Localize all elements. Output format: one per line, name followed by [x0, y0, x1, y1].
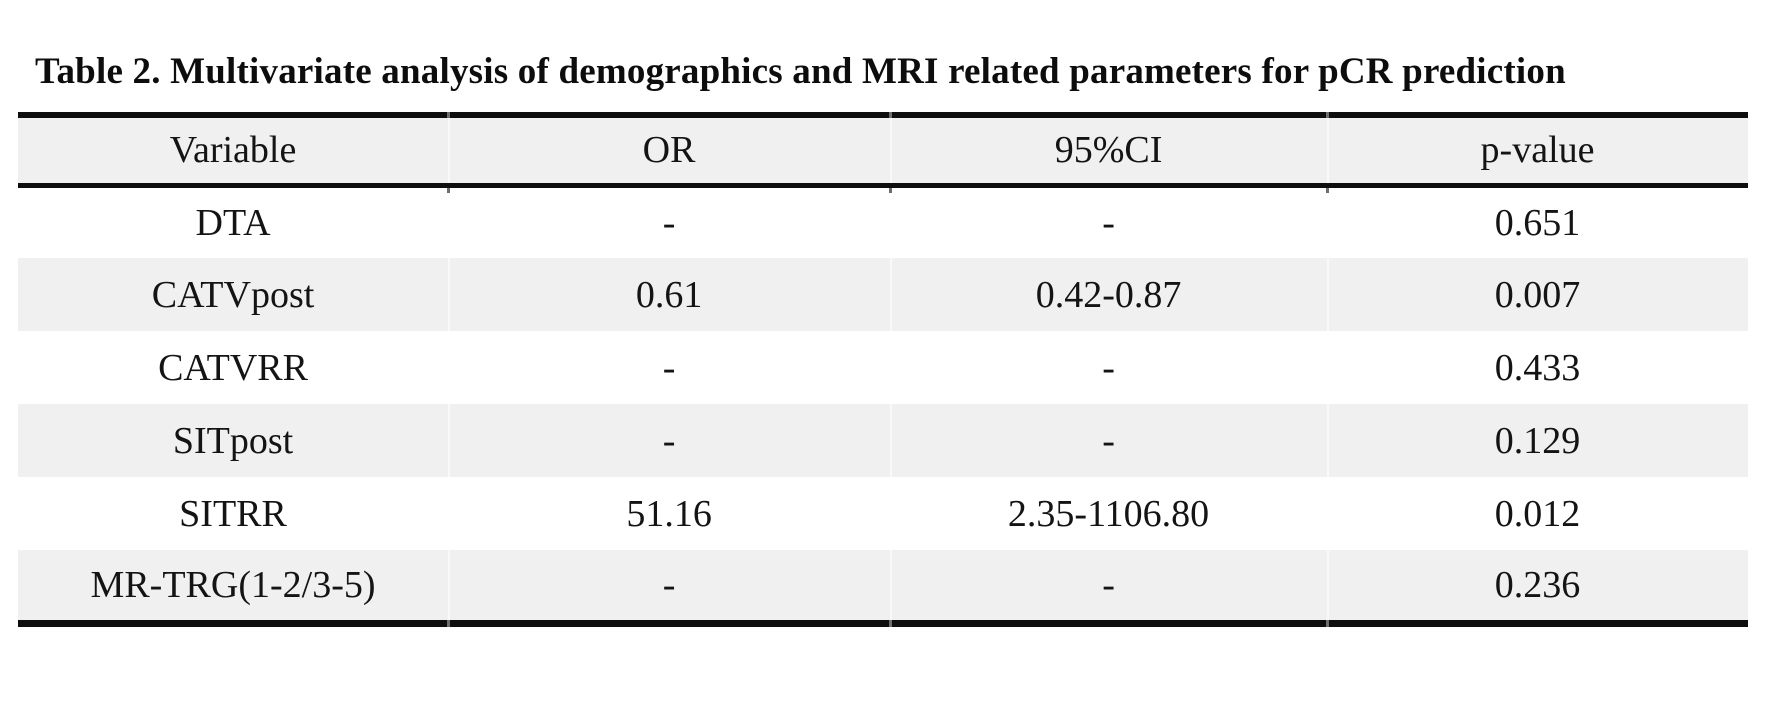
border-notch: [889, 619, 892, 627]
results-table-container: Variable OR 95%CI p-value DTA - - 0.651 …: [18, 112, 1748, 627]
cell-ci: 0.42-0.87: [890, 258, 1327, 331]
cell-or: 0.61: [448, 258, 890, 331]
cell-variable: DTA: [195, 201, 271, 244]
border-notch: [447, 112, 450, 118]
table-row: MR-TRG(1-2/3-5) - - 0.236: [18, 550, 1748, 623]
border-notch: [1326, 112, 1329, 118]
cell-pvalue: 0.007: [1327, 258, 1748, 331]
cell-pvalue: 0.651: [1327, 185, 1748, 258]
table-row: CATVpost 0.61 0.42-0.87 0.007: [18, 258, 1748, 331]
cell-variable: MR-TRG(1-2/3-5): [90, 563, 376, 606]
cell-variable: SITpost: [172, 419, 294, 462]
table-caption: Table 2. Multivariate analysis of demogr…: [35, 51, 1566, 92]
column-header-variable: Variable: [169, 129, 297, 172]
border-notch: [1326, 188, 1329, 193]
header-row: Variable OR 95%CI p-value: [18, 115, 1748, 185]
cell-pvalue: 0.236: [1327, 550, 1748, 623]
column-header-pvalue: p-value: [1327, 115, 1748, 185]
cell-variable: CATVRR: [158, 346, 308, 389]
table-row: SITpost - - 0.129: [18, 404, 1748, 477]
column-header-or: OR: [448, 115, 890, 185]
cell-pvalue: 0.012: [1327, 477, 1748, 550]
multivariate-analysis-table: Variable OR 95%CI p-value DTA - - 0.651 …: [18, 112, 1748, 627]
border-notch: [447, 619, 450, 627]
cell-or: -: [448, 185, 890, 258]
column-header-95ci: 95%CI: [890, 115, 1327, 185]
cell-or: -: [448, 331, 890, 404]
table-row: CATVRR - - 0.433: [18, 331, 1748, 404]
cell-ci: 2.35-1106.80: [890, 477, 1327, 550]
cell-pvalue: 0.129: [1327, 404, 1748, 477]
table-row: DTA - - 0.651: [18, 185, 1748, 258]
cell-or: 51.16: [448, 477, 890, 550]
cell-pvalue: 0.433: [1327, 331, 1748, 404]
border-notch: [889, 188, 892, 193]
table-row: SITRR 51.16 2.35-1106.80 0.012: [18, 477, 1748, 550]
cell-ci: -: [890, 185, 1327, 258]
border-notch: [447, 188, 450, 193]
cell-or: -: [448, 550, 890, 623]
cell-ci: -: [890, 404, 1327, 477]
cell-variable: CATVpost: [151, 273, 315, 316]
border-notch: [889, 112, 892, 118]
cell-ci: -: [890, 550, 1327, 623]
cell-or: -: [448, 404, 890, 477]
border-notch: [1326, 619, 1329, 627]
cell-variable: SITRR: [179, 492, 287, 535]
cell-ci: -: [890, 331, 1327, 404]
